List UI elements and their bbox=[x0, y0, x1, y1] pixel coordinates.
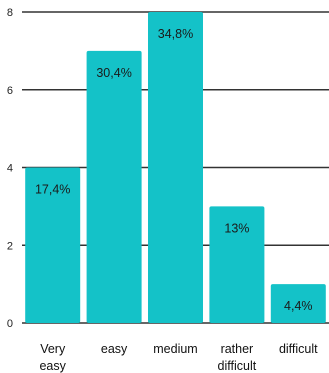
x-axis-category-labels: Very easy easy medium rather difficult difficu… bbox=[39, 342, 318, 373]
y-tick-label: 2 bbox=[7, 240, 13, 252]
x-category-label-line: rather bbox=[221, 342, 254, 356]
x-category-label: medium bbox=[153, 342, 197, 356]
y-tick-label: 6 bbox=[7, 85, 13, 97]
x-category-label: rather difficult bbox=[218, 342, 257, 373]
x-category-label-line: Very bbox=[40, 342, 66, 356]
bar-data-label: 4,4% bbox=[284, 299, 313, 313]
x-category-label-line: difficult bbox=[279, 342, 318, 356]
x-category-label: Very easy bbox=[39, 342, 66, 373]
y-tick-label: 0 bbox=[7, 318, 13, 330]
bar bbox=[270, 284, 326, 323]
bars: 17,4% 30,4% 34,8% 13% 4,4% bbox=[25, 12, 326, 323]
y-tick-label: 8 bbox=[7, 7, 13, 19]
x-category-label-line: medium bbox=[153, 342, 197, 356]
y-tick-label: 4 bbox=[7, 163, 13, 175]
bar-data-label: 34,8% bbox=[158, 27, 193, 41]
bar bbox=[86, 50, 142, 323]
y-axis-tick-labels: 0 2 4 6 8 bbox=[7, 7, 13, 330]
bar-data-label: 13% bbox=[224, 221, 249, 235]
bar-data-label: 30,4% bbox=[96, 66, 131, 80]
x-category-label-line: easy bbox=[39, 359, 66, 373]
bar bbox=[209, 206, 265, 323]
bar bbox=[25, 167, 81, 323]
x-category-label-line: difficult bbox=[218, 359, 257, 373]
bar bbox=[148, 12, 203, 323]
x-category-label-line: easy bbox=[101, 342, 128, 356]
x-category-label: difficult bbox=[279, 342, 318, 356]
bar-data-label: 17,4% bbox=[35, 183, 70, 197]
x-category-label: easy bbox=[101, 342, 128, 356]
